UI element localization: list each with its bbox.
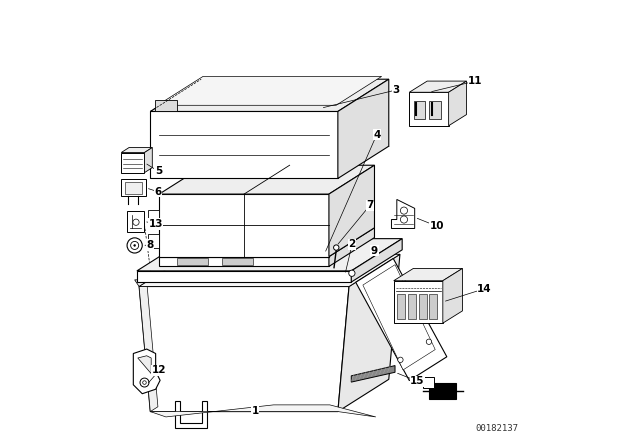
Polygon shape [125, 182, 142, 194]
Polygon shape [148, 234, 159, 248]
Polygon shape [134, 280, 356, 287]
Text: 12: 12 [152, 366, 166, 375]
Text: 4: 4 [373, 129, 380, 140]
Polygon shape [121, 152, 145, 172]
Polygon shape [137, 239, 402, 271]
Polygon shape [394, 281, 443, 323]
Polygon shape [121, 147, 152, 152]
Polygon shape [145, 147, 152, 172]
Circle shape [401, 216, 408, 223]
Polygon shape [139, 254, 400, 287]
Polygon shape [139, 287, 349, 412]
Polygon shape [139, 282, 158, 412]
Circle shape [143, 381, 147, 384]
Circle shape [397, 357, 403, 362]
Text: 14: 14 [477, 284, 492, 294]
Polygon shape [394, 268, 463, 281]
Polygon shape [159, 257, 329, 267]
Polygon shape [329, 165, 374, 257]
Polygon shape [150, 79, 388, 112]
Polygon shape [410, 81, 467, 92]
Text: 6: 6 [155, 187, 162, 197]
Text: 13: 13 [148, 219, 163, 229]
Polygon shape [392, 199, 415, 228]
Polygon shape [155, 100, 177, 112]
Circle shape [426, 339, 431, 345]
Polygon shape [429, 294, 438, 319]
Circle shape [134, 245, 136, 246]
Polygon shape [137, 271, 351, 282]
Polygon shape [221, 258, 253, 265]
Polygon shape [423, 377, 434, 388]
Polygon shape [363, 265, 435, 370]
Text: 2: 2 [349, 239, 356, 249]
Text: 10: 10 [430, 221, 444, 231]
Text: 15: 15 [410, 376, 424, 386]
Polygon shape [329, 228, 374, 267]
Text: 11: 11 [468, 76, 483, 86]
Polygon shape [397, 294, 405, 319]
Circle shape [133, 219, 139, 225]
Polygon shape [150, 405, 376, 417]
Polygon shape [148, 210, 159, 223]
Text: 5: 5 [155, 166, 162, 177]
Polygon shape [419, 294, 427, 319]
Polygon shape [159, 194, 329, 257]
Polygon shape [429, 383, 456, 399]
Polygon shape [177, 258, 209, 265]
Polygon shape [449, 81, 467, 126]
Polygon shape [138, 356, 151, 374]
Polygon shape [443, 268, 463, 323]
Polygon shape [159, 228, 374, 257]
Polygon shape [162, 368, 377, 396]
Polygon shape [338, 79, 388, 178]
Circle shape [349, 270, 355, 276]
Polygon shape [351, 366, 395, 382]
Polygon shape [150, 112, 338, 178]
Polygon shape [159, 165, 374, 194]
Circle shape [401, 207, 408, 214]
Polygon shape [410, 92, 449, 126]
Polygon shape [338, 254, 400, 412]
Polygon shape [408, 294, 416, 319]
Text: 3: 3 [392, 85, 399, 95]
Text: 00182137: 00182137 [475, 424, 518, 433]
Polygon shape [429, 101, 440, 119]
Polygon shape [121, 179, 146, 196]
Polygon shape [133, 349, 160, 394]
Text: 7: 7 [366, 200, 374, 210]
Polygon shape [356, 258, 447, 380]
Circle shape [333, 245, 339, 250]
Text: 9: 9 [371, 246, 378, 256]
Polygon shape [127, 211, 144, 232]
Polygon shape [157, 77, 381, 105]
Text: 8: 8 [147, 240, 154, 250]
Circle shape [131, 241, 139, 250]
Circle shape [140, 378, 149, 387]
Circle shape [127, 238, 142, 253]
Polygon shape [414, 101, 425, 119]
Text: 1: 1 [252, 406, 259, 416]
Polygon shape [175, 401, 207, 428]
Polygon shape [351, 239, 402, 282]
